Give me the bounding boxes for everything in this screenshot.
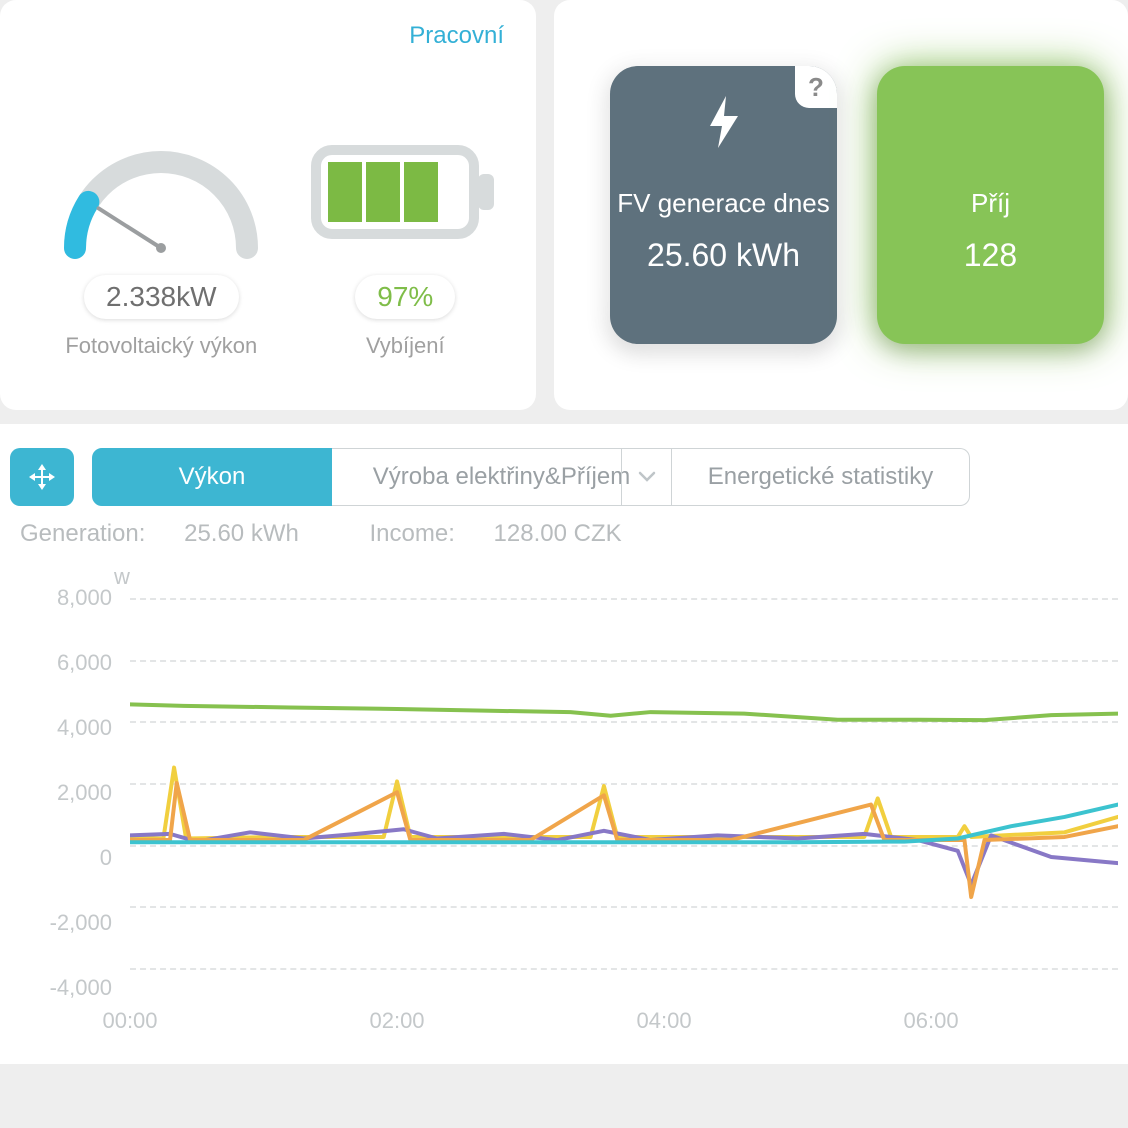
battery-value: 97% (355, 275, 455, 319)
y-tick: -2,000 (50, 910, 112, 936)
pv-label: Fotovoltaický výkon (24, 333, 299, 359)
battery-label: Vybíjení (299, 333, 512, 359)
tile-fv-generation[interactable]: ? FV generace dnes 25.60 kWh (610, 66, 837, 344)
tab-power[interactable]: Výkon (92, 448, 332, 506)
pv-gauge: 2.338kW Fotovoltaický výkon (24, 130, 299, 359)
status-link[interactable]: Pracovní (409, 22, 504, 50)
x-tick: 06:00 (904, 1008, 959, 1034)
y-tick: 2,000 (57, 780, 112, 806)
tab-stats[interactable]: Energetické statistiky (672, 448, 970, 506)
y-tick: 4,000 (57, 715, 112, 741)
x-tick: 00:00 (102, 1008, 157, 1034)
tile-income[interactable]: Příj 128 (877, 66, 1104, 344)
tile-icon (877, 92, 1104, 152)
gauge-arc (51, 130, 271, 260)
y-tick: -4,000 (50, 975, 112, 1001)
x-tick: 02:00 (369, 1008, 424, 1034)
inc-value: 128.00 CZK (494, 520, 622, 547)
move-button[interactable] (10, 448, 74, 506)
tab-production-label: Výroba elektřiny&Příjem (373, 463, 630, 491)
help-icon[interactable]: ? (795, 66, 837, 108)
y-tick: 6,000 (57, 650, 112, 676)
gen-value: 25.60 kWh (184, 520, 299, 547)
y-unit: w (114, 564, 130, 590)
chevron-down-icon[interactable] (621, 449, 671, 505)
y-tick: 0 (100, 845, 112, 871)
move-icon (27, 462, 57, 492)
pv-value: 2.338kW (84, 275, 239, 319)
tile-title: FV generace dnes (610, 188, 837, 219)
gen-label: Generation: (20, 520, 145, 547)
tile-title: Příj (877, 188, 1104, 219)
x-tick: 04:00 (637, 1008, 692, 1034)
battery-icon (310, 142, 500, 242)
battery-gauge: 97% Vybíjení (299, 142, 512, 359)
chart-section: Výkon Výroba elektřiny&Příjem Energetick… (0, 424, 1128, 1064)
chart: w 8,0006,0004,0002,0000-2,000-4,000 00:0… (10, 558, 1118, 1028)
power-card: Pracovní 2.338kW Fotovoltaický výkon (0, 0, 536, 410)
chart-plot (130, 598, 1118, 968)
tiles-card: ? FV generace dnes 25.60 kWh Příj 128 (554, 0, 1128, 410)
tile-value: 128 (877, 237, 1104, 274)
y-tick: 8,000 (57, 585, 112, 611)
tab-production[interactable]: Výroba elektřiny&Příjem (332, 448, 672, 506)
stats-line: Generation: 25.60 kWh Income: 128.00 CZK (10, 514, 1118, 548)
inc-label: Income: (370, 520, 455, 547)
tile-value: 25.60 kWh (610, 237, 837, 274)
